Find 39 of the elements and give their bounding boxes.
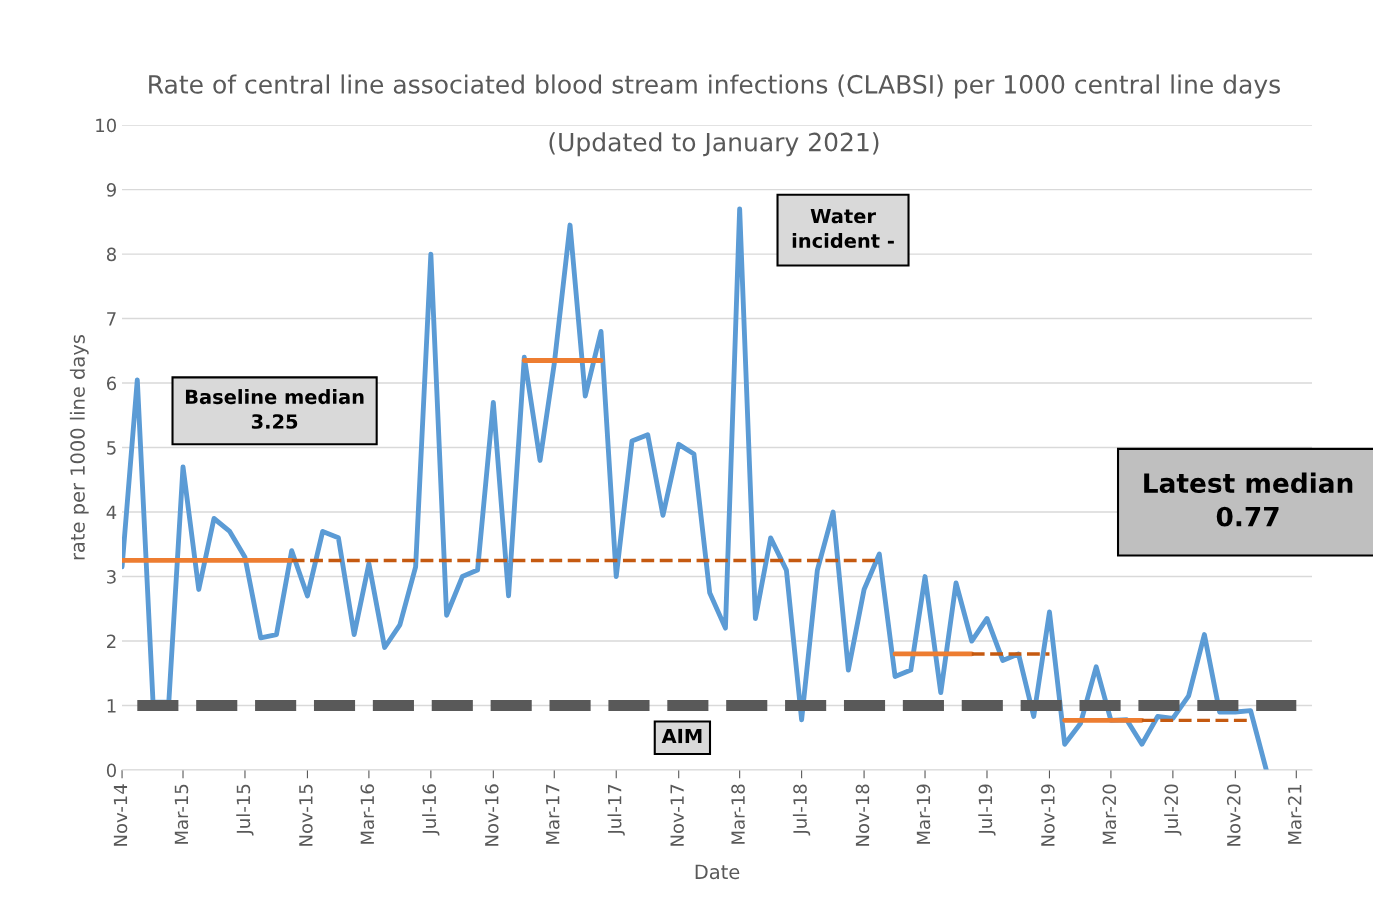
x-tick-label: Mar-20 xyxy=(1102,784,1117,844)
x-tick-label: Jul-20 xyxy=(1164,784,1182,836)
x-tick-label: Mar-19 xyxy=(916,784,931,844)
x-tick-label: Nov-19 xyxy=(1041,784,1055,846)
x-tick-label: Jul-19 xyxy=(978,784,996,836)
annotation: Water incident - xyxy=(792,208,894,249)
x-tick-label: Mar-21 xyxy=(1287,784,1302,844)
annotation: AIM xyxy=(661,728,702,744)
x-tick-label: Mar-16 xyxy=(360,784,375,844)
y-tick-label: 4 xyxy=(106,505,117,519)
y-tick-label: 7 xyxy=(107,312,116,326)
x-tick-label: Jul-17 xyxy=(607,784,625,836)
x-tick-label: Jul-15 xyxy=(236,784,254,836)
x-axis-title: Date xyxy=(695,864,740,880)
y-tick-label: 1 xyxy=(107,699,116,713)
x-tick-label: Jul-16 xyxy=(422,784,440,836)
y-tick-label: 0 xyxy=(106,763,116,778)
chart-title: Rate of central line associated blood stream infections (CLABSI) per 1000 central line days xyxy=(149,74,1280,99)
x-tick-label: Nov-15 xyxy=(299,784,313,846)
x-tick-label: Mar-18 xyxy=(731,784,745,844)
annotation: Latest median 0.77 xyxy=(1144,472,1353,527)
y-tick-label: 10 xyxy=(96,118,116,133)
chart-subtitle: (Updated to January 2021) xyxy=(549,132,879,157)
x-tick-label: Nov-20 xyxy=(1226,784,1241,846)
y-axis-title: rate per 1000 line days xyxy=(69,335,89,560)
annotation: Baseline median 3.25 xyxy=(185,389,364,429)
y-tick-label: 2 xyxy=(107,634,116,648)
x-tick-label: Mar-17 xyxy=(546,784,560,844)
x-tick-label: Mar-15 xyxy=(174,784,189,844)
x-tick-label: Nov-17 xyxy=(670,784,684,846)
x-tick-label: Nov-14 xyxy=(113,784,128,846)
y-tick-label: 6 xyxy=(106,376,117,391)
x-tick-label: Nov-16 xyxy=(484,784,499,846)
y-tick-label: 5 xyxy=(107,441,116,455)
x-tick-label: Jul-18 xyxy=(792,784,811,836)
y-tick-label: 8 xyxy=(106,247,116,262)
x-tick-label: Nov-18 xyxy=(855,784,870,846)
y-tick-label: 9 xyxy=(106,183,116,197)
y-tick-label: 3 xyxy=(107,570,116,584)
